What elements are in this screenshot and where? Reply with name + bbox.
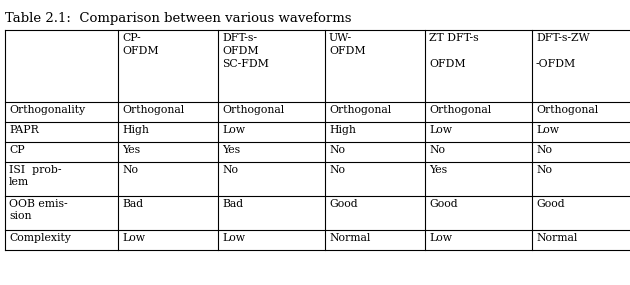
- Text: CP-
OFDM: CP- OFDM: [122, 33, 159, 56]
- Text: Orthogonal: Orthogonal: [122, 105, 184, 115]
- Text: Normal: Normal: [536, 233, 577, 243]
- Text: No: No: [329, 145, 345, 155]
- Text: Normal: Normal: [329, 233, 370, 243]
- Text: Low: Low: [536, 125, 559, 135]
- Text: ZT DFT-s

OFDM: ZT DFT-s OFDM: [429, 33, 479, 70]
- Text: Bad: Bad: [222, 199, 243, 209]
- Text: High: High: [329, 125, 356, 135]
- Text: Low: Low: [222, 125, 245, 135]
- Text: PAPR: PAPR: [9, 125, 39, 135]
- Text: Low: Low: [429, 233, 452, 243]
- Text: No: No: [222, 165, 238, 175]
- Text: No: No: [329, 165, 345, 175]
- Text: CP: CP: [9, 145, 25, 155]
- Text: DFT-s-
OFDM
SC-FDM: DFT-s- OFDM SC-FDM: [222, 33, 269, 70]
- Text: High: High: [122, 125, 149, 135]
- Text: ISI  prob-
lem: ISI prob- lem: [9, 165, 62, 188]
- Text: Yes: Yes: [429, 165, 447, 175]
- Text: Good: Good: [536, 199, 564, 209]
- Text: Orthogonal: Orthogonal: [329, 105, 391, 115]
- Text: Good: Good: [429, 199, 457, 209]
- Text: Low: Low: [222, 233, 245, 243]
- Text: Complexity: Complexity: [9, 233, 71, 243]
- Text: No: No: [429, 145, 445, 155]
- Text: No: No: [536, 145, 552, 155]
- Text: Low: Low: [122, 233, 145, 243]
- Text: Table 2.1:  Comparison between various waveforms: Table 2.1: Comparison between various wa…: [5, 12, 352, 25]
- Text: OOB emis-
sion: OOB emis- sion: [9, 199, 67, 221]
- Text: DFT-s-ZW

-OFDM: DFT-s-ZW -OFDM: [536, 33, 590, 70]
- Text: Yes: Yes: [222, 145, 240, 155]
- Text: Orthogonality: Orthogonality: [9, 105, 85, 115]
- Text: Orthogonal: Orthogonal: [429, 105, 491, 115]
- Text: No: No: [536, 165, 552, 175]
- Text: Low: Low: [429, 125, 452, 135]
- Text: Orthogonal: Orthogonal: [222, 105, 284, 115]
- Text: Orthogonal: Orthogonal: [536, 105, 598, 115]
- Text: No: No: [122, 165, 138, 175]
- Text: Good: Good: [329, 199, 358, 209]
- Text: Bad: Bad: [122, 199, 143, 209]
- Text: UW-
OFDM: UW- OFDM: [329, 33, 365, 56]
- Text: Yes: Yes: [122, 145, 140, 155]
